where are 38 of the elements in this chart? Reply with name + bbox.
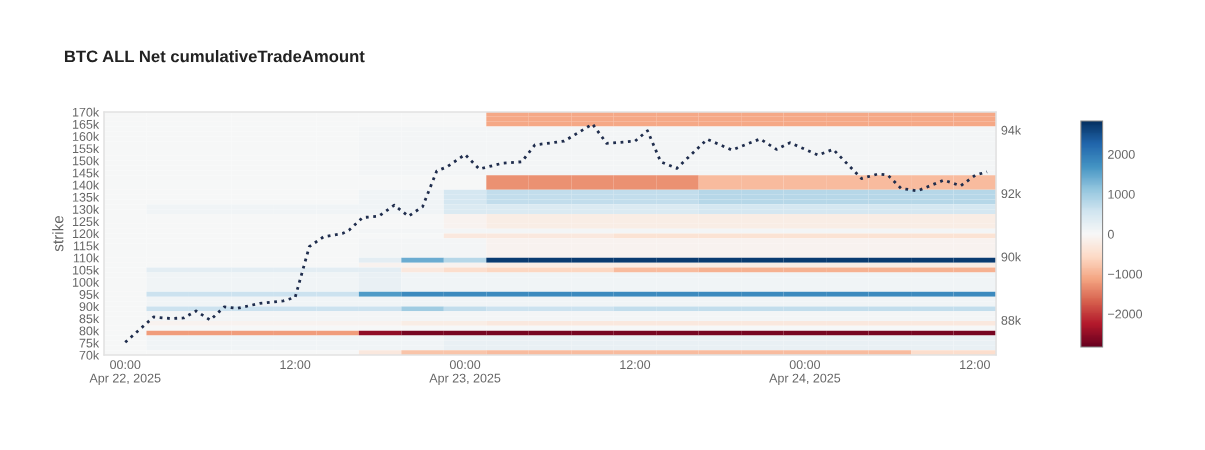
chart-title: BTC ALL Net cumulativeTradeAmount xyxy=(64,50,365,63)
y2-tick-label: 88k xyxy=(1001,315,1022,325)
y-tick-label: 90k xyxy=(79,301,100,312)
y-tick-label: 70k xyxy=(79,350,100,360)
y-tick-label: 155k xyxy=(72,143,100,154)
y-tick-label: 145k xyxy=(72,168,100,178)
y-tick-label: 110k xyxy=(73,253,100,263)
y-tick-label: 105k xyxy=(72,265,100,275)
color-bar-label: 2000 xyxy=(1108,149,1135,159)
y-tick-label: 95k xyxy=(79,289,100,299)
y-tick-label: 125k xyxy=(72,216,100,227)
y-tick-label: 135k xyxy=(72,192,100,202)
y-tick-label: 160k xyxy=(72,131,100,141)
color-bar-label: −2000 xyxy=(1108,309,1143,319)
x-tick-label: 00:00 Apr 24, 2025 xyxy=(769,360,841,385)
y-tick-label: 165k xyxy=(72,119,100,129)
y-tick-label: 75k xyxy=(79,338,100,348)
y-axis-title: strike xyxy=(52,215,64,252)
x-tick-label: 12:00 xyxy=(620,360,651,370)
x-tick-label: 12:00 xyxy=(280,360,311,370)
y-tick-label: 140k xyxy=(72,180,100,190)
y-tick-label: 170k xyxy=(72,107,100,117)
y-tick-label: 150k xyxy=(72,156,100,166)
y2-tick-label: 92k xyxy=(1001,188,1022,199)
color-bar-label: −1000 xyxy=(1108,269,1143,279)
y2-tick-label: 94k xyxy=(1001,125,1022,135)
y-tick-label: 115k xyxy=(73,241,100,251)
x-tick-label: 12:00 xyxy=(960,360,990,370)
y-tick-label: 100k xyxy=(72,277,100,287)
x-tick-label: 00:00 Apr 22, 2025 xyxy=(89,360,161,385)
y-tick-label: 130k xyxy=(72,204,100,214)
color-bar-label: 0 xyxy=(1107,229,1114,239)
x-tick-label: 00:00 Apr 23, 2025 xyxy=(429,360,501,385)
color-bar-label: 1000 xyxy=(1108,189,1135,199)
y-tick-label: 120k xyxy=(72,228,100,239)
y-tick-label: 80k xyxy=(79,326,100,336)
y-tick-label: 85k xyxy=(79,314,100,324)
y2-tick-label: 90k xyxy=(1001,252,1022,262)
